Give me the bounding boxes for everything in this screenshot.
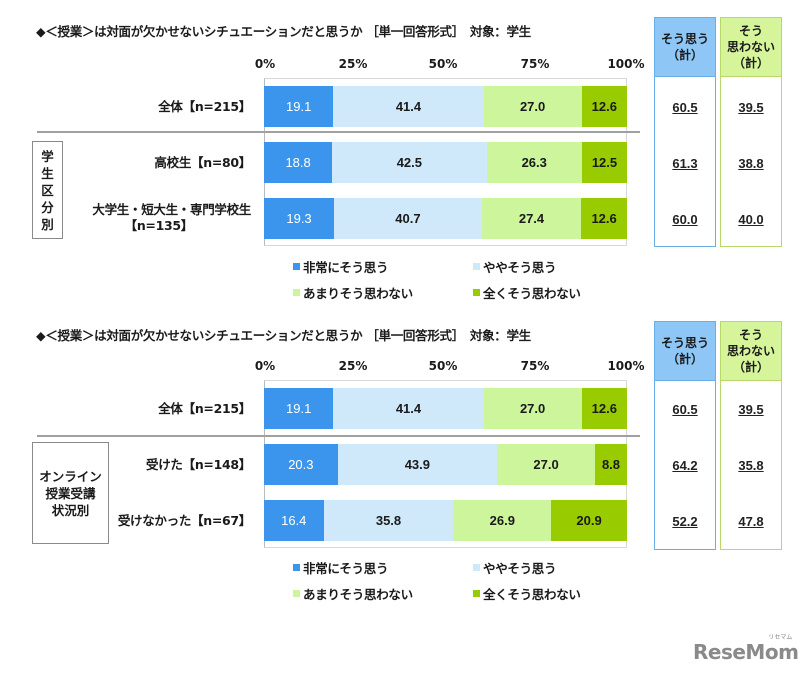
disagree-total-header: そう 思わない （計） [721,18,781,77]
legend-swatch [293,263,300,270]
legend-swatch [293,289,300,296]
axis-tick: 75% [520,359,550,373]
bar-segment-not-really: 27.4 [481,198,582,239]
group-label-box: 学 生 区 分 別 [32,141,63,239]
bar-segment-somewhat-agree: 43.9 [337,444,498,485]
row-label: 全体【n=215】 [158,99,251,114]
legend-item-very-agree: 非常にそう思う [293,257,388,276]
bar-segment-not-at-all: 12.6 [581,86,627,127]
stacked-bar: 16.4 35.8 26.9 20.9 [264,500,627,541]
resemom-logo: ReseMom リセマム [693,634,799,664]
group-label-line: 状況別 [51,502,90,518]
legend-item-somewhat-agree: ややそう思う [473,558,557,577]
stacked-bar: 18.8 42.5 26.3 12.5 [264,142,627,183]
bar-segment-somewhat-agree: 41.4 [333,388,484,429]
agree-total-column: そう思う （計） 60.5 61.3 60.0 [654,17,716,247]
axis-tick: 75% [520,57,550,71]
row-label: 全体【n=215】 [158,401,251,416]
agree-total-header: そう思う （計） [655,322,715,381]
agree-total-value: 60.5 [672,402,698,417]
stacked-bar: 19.3 40.7 27.4 12.6 [264,198,627,239]
agree-total-value: 61.3 [672,156,698,171]
bar-segment-not-really: 27.0 [497,444,596,485]
stacked-bar: 19.1 41.4 27.0 12.6 [264,86,627,127]
axis-tick: 100% [607,57,645,71]
agree-total-value: 60.5 [672,100,698,115]
group-label-char: 区 [41,182,54,198]
bar-segment-not-really: 26.9 [453,500,552,541]
bar-segment-very-agree: 19.1 [264,86,334,127]
bar-segment-very-agree: 19.3 [264,198,335,239]
group-label-box: オンライン 授業受講 状況別 [32,442,109,544]
bar-segment-not-at-all: 20.9 [551,500,627,541]
disagree-total-column: そう 思わない （計） 39.5 35.8 47.8 [720,321,782,550]
axis-tick: 0% [254,359,276,373]
group-label-char: 分 [41,199,54,215]
axis-tick: 100% [607,359,645,373]
bar-segment-very-agree: 18.8 [264,142,333,183]
bar-segment-not-at-all: 12.6 [581,388,627,429]
group-divider [37,131,640,133]
bar-segment-very-agree: 16.4 [264,500,324,541]
group-label-char: 学 [41,148,54,164]
disagree-total-column: そう 思わない （計） 39.5 38.8 40.0 [720,17,782,247]
row-label: 受けなかった【n=67】 [117,513,251,528]
group-label-char: 生 [41,165,54,181]
row-label: 受けた【n=148】 [146,457,251,472]
bar-segment-somewhat-agree: 42.5 [332,142,487,183]
bar-segment-not-really: 27.0 [483,86,582,127]
legend-swatch [473,289,480,296]
group-label-line: 授業受講 [45,485,96,501]
agree-total-header: そう思う （計） [655,18,715,77]
bar-segment-not-at-all: 12.6 [581,198,627,239]
legend-swatch [293,590,300,597]
legend-item-very-agree: 非常にそう思う [293,558,388,577]
axis-tick: 25% [338,359,368,373]
agree-total-value: 60.0 [672,212,698,227]
legend-item-not-really: あまりそう思わない [293,283,413,302]
legend-swatch [473,590,480,597]
disagree-total-value: 35.8 [738,458,764,473]
disagree-total-header: そう 思わない （計） [721,322,781,381]
bar-segment-somewhat-agree: 41.4 [333,86,484,127]
axis-tick: 0% [254,57,276,71]
disagree-total-value: 39.5 [738,402,764,417]
disagree-total-value: 38.8 [738,156,764,171]
disagree-total-value: 40.0 [738,212,764,227]
legend-item-somewhat-agree: ややそう思う [473,257,557,276]
legend-item-not-at-all: 全くそう思わない [473,283,581,302]
legend-item-not-at-all: 全くそう思わない [473,584,581,603]
bar-segment-not-really: 27.0 [483,388,582,429]
chart-title: ◆＜授業＞は対面が欠かせないシチュエーションだと思うか ［単一回答形式］ 対象：… [36,24,531,39]
agree-total-column: そう思う （計） 60.5 64.2 52.2 [654,321,716,550]
axis-tick: 25% [338,57,368,71]
agree-total-value: 64.2 [672,458,698,473]
bar-segment-very-agree: 19.1 [264,388,334,429]
disagree-total-value: 47.8 [738,514,764,529]
legend-swatch [473,263,480,270]
group-label-line: オンライン [39,468,102,484]
chart-title: ◆＜授業＞は対面が欠かせないシチュエーションだと思うか ［単一回答形式］ 対象：… [36,328,531,343]
group-label-char: 別 [41,216,54,232]
axis-tick: 50% [428,359,458,373]
row-label: 大学生・短大生・専門学校生 【n=135】 [92,202,251,233]
bar-segment-not-really: 26.3 [486,142,582,183]
axis-tick: 50% [428,57,458,71]
stacked-bar: 19.1 41.4 27.0 12.6 [264,388,627,429]
bar-segment-somewhat-agree: 40.7 [334,198,482,239]
chart-section-student-type: ◆＜授業＞は対面が欠かせないシチュエーションだと思うか ［単一回答形式］ 対象：… [0,0,807,310]
legend-item-not-really: あまりそう思わない [293,584,413,603]
bar-segment-not-at-all: 12.5 [581,142,627,183]
agree-total-value: 52.2 [672,514,698,529]
stacked-bar: 20.3 43.9 27.0 8.8 [264,444,627,485]
group-divider [37,435,640,437]
disagree-total-value: 39.5 [738,100,764,115]
bar-segment-very-agree: 20.3 [264,444,338,485]
legend-swatch [293,564,300,571]
row-label: 高校生【n=80】 [154,155,251,170]
legend-swatch [473,564,480,571]
bar-segment-not-at-all: 8.8 [595,444,627,485]
bar-segment-somewhat-agree: 35.8 [323,500,454,541]
